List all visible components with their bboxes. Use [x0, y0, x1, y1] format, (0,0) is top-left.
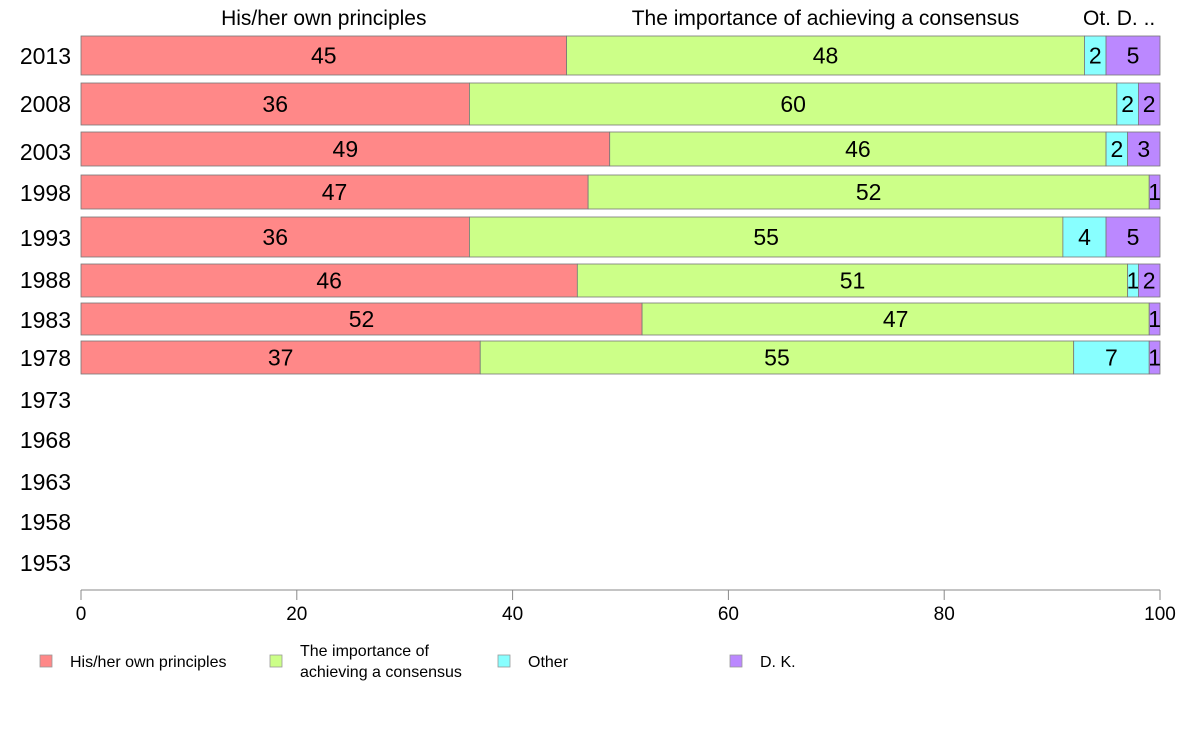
legend-swatch — [497, 654, 511, 668]
data-label: 55 — [764, 345, 790, 371]
data-label: 60 — [780, 91, 806, 117]
bar-segment — [1138, 82, 1161, 126]
y-tick-label: 1988 — [20, 267, 71, 293]
data-label: 2 — [1089, 43, 1102, 69]
bar-segment — [1148, 340, 1161, 375]
y-tick-label: 1998 — [20, 180, 71, 206]
bar-segment — [80, 82, 470, 126]
data-label: 2 — [1110, 136, 1123, 162]
data-label: 1 — [1148, 306, 1161, 332]
bar-segment — [1148, 174, 1161, 210]
bar-segment — [576, 263, 1129, 298]
legend-label: achieving a consensus — [300, 664, 462, 681]
legend-swatch — [269, 654, 283, 668]
column-header: Ot. — [1083, 7, 1111, 30]
bar-segment — [1127, 131, 1161, 167]
y-tick-label: 1993 — [20, 225, 71, 251]
x-axis: 0 20 40 60 80 100 — [76, 589, 1176, 625]
data-label: 46 — [316, 268, 342, 294]
bars: 45 48 2 536 60 2 249 46 2 347 52 136 55 4 546 51 1 252 47 1… — [80, 35, 1161, 375]
bar-segment — [609, 131, 1107, 167]
bar-segment — [1105, 35, 1161, 76]
x-tick-label: 100 — [1144, 604, 1176, 625]
x-tick-label: 0 — [76, 604, 87, 625]
bar-segment — [80, 216, 470, 258]
x-tick-label: 40 — [502, 604, 523, 625]
bar-segment — [80, 340, 481, 375]
y-tick-label: 2003 — [20, 139, 71, 165]
bar-segment — [1138, 263, 1161, 298]
y-tick-label: 1968 — [20, 427, 71, 453]
legend-label: D. K. — [760, 654, 796, 671]
data-label: 47 — [322, 179, 348, 205]
bar-segment — [80, 302, 643, 336]
bar-segment — [80, 263, 578, 298]
legend-label: His/her own principles — [70, 654, 227, 671]
y-tick-label: 1983 — [20, 307, 71, 333]
column-header: The importance of achieving a consensus — [632, 7, 1020, 30]
data-label: 1 — [1148, 345, 1161, 371]
bar-segment — [1073, 340, 1150, 375]
column-header: D. .. — [1117, 7, 1156, 30]
x-tick-label: 80 — [934, 604, 955, 625]
legend: His/her own principles The importance of a… — [39, 643, 796, 681]
data-label: 36 — [262, 224, 288, 250]
data-label: 47 — [883, 306, 909, 332]
data-label: 5 — [1127, 224, 1140, 250]
y-tick-label: 1973 — [20, 387, 71, 413]
bar-segment — [587, 174, 1150, 210]
data-label: 2 — [1143, 91, 1156, 117]
data-label: 2 — [1121, 91, 1134, 117]
data-label: 52 — [856, 179, 882, 205]
bar-segment — [80, 174, 589, 210]
data-label: 51 — [840, 268, 866, 294]
data-label: 46 — [845, 136, 871, 162]
bar-segment — [1148, 302, 1161, 336]
data-label: 52 — [349, 306, 375, 332]
bar-segment — [1105, 216, 1161, 258]
x-tick-label: 20 — [286, 604, 307, 625]
legend-label: The importance of — [300, 643, 430, 660]
data-label: 48 — [813, 43, 839, 69]
y-tick-label: 1953 — [20, 550, 71, 576]
bar-segment — [566, 35, 1085, 76]
y-tick-label: 1958 — [20, 509, 71, 535]
data-label: 55 — [753, 224, 779, 250]
data-label: 2 — [1143, 268, 1156, 294]
bar-segment — [80, 131, 611, 167]
y-tick-label: 1963 — [20, 469, 71, 495]
data-label: 36 — [262, 91, 288, 117]
bar-segment — [1062, 216, 1107, 258]
data-label: 3 — [1137, 136, 1150, 162]
bar-segment — [469, 216, 1064, 258]
column-headers: His/her own principles The importance of … — [221, 7, 1155, 30]
y-tick-label: 2008 — [20, 91, 71, 117]
x-tick-label: 60 — [718, 604, 739, 625]
bar-segment — [469, 82, 1118, 126]
data-label: 7 — [1105, 345, 1118, 371]
legend-label: Other — [528, 654, 569, 671]
data-label: 5 — [1127, 43, 1140, 69]
y-tick-label: 2013 — [20, 43, 71, 69]
data-label: 45 — [311, 43, 337, 69]
legend-swatch — [729, 654, 743, 668]
bar-segment — [479, 340, 1075, 375]
bar-segment — [80, 35, 567, 76]
data-label: 37 — [268, 345, 294, 371]
bar-segment — [641, 302, 1150, 336]
data-label: 1 — [1127, 268, 1140, 294]
data-label: 49 — [333, 136, 359, 162]
column-header: His/her own principles — [221, 7, 426, 30]
y-axis-labels: 2013 2008 2003 1998 1993 1988 1983 1978 1973 1968… — [20, 43, 71, 576]
y-tick-label: 1978 — [20, 345, 71, 371]
legend-swatch — [39, 654, 53, 668]
data-label: 4 — [1078, 224, 1091, 250]
data-label: 1 — [1148, 179, 1161, 205]
